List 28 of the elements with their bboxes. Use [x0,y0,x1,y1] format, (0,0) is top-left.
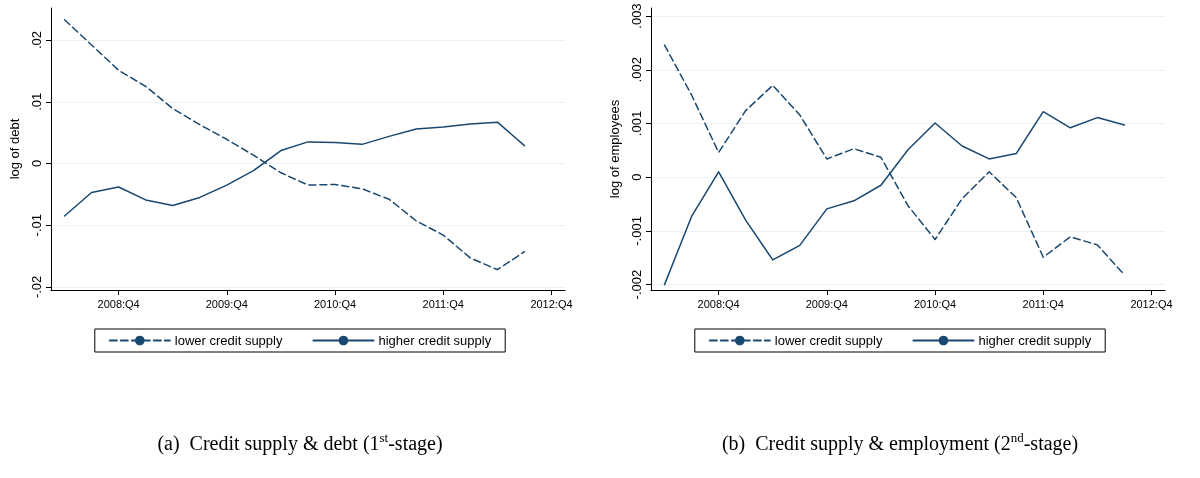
y-tick-label: -.002 [629,269,644,300]
x-tick-label: 2008:Q4 [697,297,740,310]
x-tick-label: 2011:Q4 [1022,297,1064,310]
y-tick-label: -.01 [29,214,44,237]
y-tick-label: 0 [629,173,644,181]
x-tick-label: 2009:Q4 [205,297,248,310]
x-tick-label: 2008:Q4 [97,297,140,310]
y-tick-label: .002 [629,57,644,83]
x-tick-label: 2010:Q4 [913,297,957,310]
y-tick-label: 0 [29,159,44,168]
x-tick-label: 2009:Q4 [805,297,848,310]
legend-label: lower credit supply [774,333,883,348]
y-tick-label: .001 [629,110,644,137]
x-tick-label: 2012:Q4 [530,297,573,310]
y-axis-title: log of debt [7,118,22,180]
legend-label: higher credit supply [978,333,1092,348]
y-axis-title: log of employees [607,99,622,199]
y-tick-label: .01 [29,92,44,111]
y-tick-label: -.001 [629,216,644,246]
legend-label: lower credit supply [174,333,283,348]
y-tick-label: .02 [29,31,44,50]
legend-label: higher credit supply [378,333,492,348]
x-tick-label: 2011:Q4 [422,297,464,310]
line-series [63,18,526,271]
y-tick-label: .003 [629,3,644,29]
y-tick-label: -.02 [29,275,44,299]
x-tick-label: 2010:Q4 [313,297,357,310]
x-tick-label: 2012:Q4 [1130,297,1173,310]
